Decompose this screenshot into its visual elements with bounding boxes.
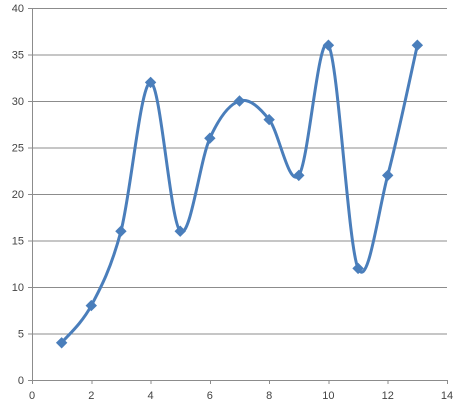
- x-tick-label-2: 2: [88, 390, 94, 402]
- y-tick-label-35: 35: [12, 50, 24, 62]
- y-tick-label-0: 0: [18, 375, 24, 387]
- y-tick-label-10: 10: [12, 282, 24, 294]
- data-point-6: [204, 132, 216, 144]
- data-point-4: [144, 76, 157, 89]
- data-point-8: [263, 113, 275, 126]
- data-point-10: [322, 39, 335, 51]
- data-point-2: [85, 299, 97, 312]
- x-tick-label-14: 14: [441, 390, 453, 402]
- data-point-11: [352, 262, 364, 275]
- tick-labels: 0 5 10 15 20 25 30 35 40 0 2 4 6 8 10 12 14: [12, 3, 453, 402]
- data-point-12: [382, 169, 394, 182]
- series-layer: [55, 39, 424, 349]
- data-point-13: [411, 39, 424, 51]
- series-line-0: [60, 42, 419, 345]
- data-point-9: [293, 169, 305, 182]
- x-tick-label-10: 10: [322, 390, 334, 402]
- y-tick-label-15: 15: [12, 236, 24, 248]
- data-point-1: [55, 337, 68, 349]
- x-tick-label-4: 4: [148, 390, 154, 402]
- x-tick-label-12: 12: [382, 390, 394, 402]
- x-tick-label-8: 8: [266, 390, 272, 402]
- y-tick-label-20: 20: [12, 189, 24, 201]
- y-tick-label-40: 40: [12, 3, 24, 15]
- x-tick-label-6: 6: [207, 390, 213, 402]
- data-point-5: [174, 225, 186, 237]
- y-tick-label-25: 25: [12, 143, 24, 155]
- data-point-3: [115, 225, 127, 237]
- gridlines: [32, 8, 447, 335]
- data-point-7: [233, 95, 246, 107]
- x-tick-label-0: 0: [29, 390, 35, 402]
- y-tick-label-5: 5: [18, 329, 24, 341]
- axes: [28, 8, 448, 384]
- y-tick-label-30: 30: [12, 96, 24, 108]
